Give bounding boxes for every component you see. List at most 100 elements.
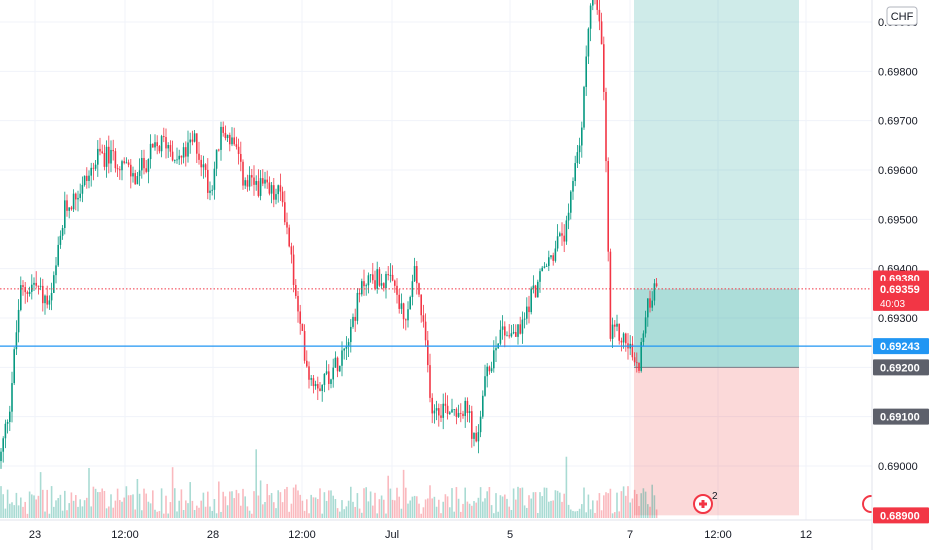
price-axis-label: 0.68900 [873, 507, 929, 524]
currency-label: CHF [891, 11, 914, 23]
candle-body [655, 283, 658, 287]
volume-bar [246, 506, 249, 518]
volume-bar [121, 501, 123, 518]
candle-body [0, 451, 2, 462]
candle-body [187, 142, 189, 157]
candle-body [319, 388, 321, 391]
volume-bar [182, 509, 185, 518]
price-tick-label: 0.69700 [878, 116, 918, 128]
volume-bar [517, 486, 519, 518]
candle-body [515, 332, 517, 337]
candle-body [589, 5, 592, 29]
volume-bar [53, 506, 55, 518]
candle-body [136, 176, 139, 185]
candle-body [259, 178, 262, 196]
price-axis-label: 0.69359 40:03 [873, 280, 929, 311]
volume-bar [394, 500, 396, 518]
svg-text:0.69359: 0.69359 [880, 284, 920, 296]
candle-body [42, 285, 44, 304]
volume-bar [431, 498, 433, 518]
candle-body [411, 281, 414, 298]
volume-bar [532, 492, 535, 518]
candle-body [169, 145, 172, 152]
candle-body [57, 244, 59, 266]
stop-loss-zone[interactable] [634, 367, 799, 516]
volume-bar [174, 488, 176, 518]
volume-bar [411, 496, 414, 518]
candle-body [156, 142, 158, 147]
volume-bar [358, 508, 361, 518]
volume-bar [193, 510, 196, 518]
candle-body [55, 265, 57, 276]
candle-body [75, 193, 77, 200]
volume-bar [288, 511, 290, 518]
volume-bar [427, 498, 429, 518]
volume-bar [341, 500, 343, 518]
candle-body [77, 197, 79, 200]
volume-bar [440, 513, 442, 518]
candle-body [451, 409, 453, 413]
volume-bar [444, 494, 447, 518]
volume-bar [163, 513, 165, 518]
volume-bar [574, 511, 576, 518]
candle-body [356, 292, 359, 321]
candle-body [196, 133, 198, 154]
volume-bar [64, 490, 66, 518]
volume-bar [213, 499, 216, 518]
long-position-tool[interactable] [634, 0, 799, 516]
volume-bar [110, 494, 112, 518]
volume-bar [103, 490, 106, 518]
volume-bar [383, 499, 385, 518]
candlesticks [0, 0, 658, 469]
volume-bar [314, 497, 317, 518]
volume-bar [389, 488, 392, 518]
candle-body [394, 280, 396, 286]
candle-body [92, 167, 95, 169]
volume-bar [306, 499, 308, 518]
candle-body [321, 384, 323, 391]
candle-body [119, 169, 121, 171]
candle-body [598, 9, 601, 22]
price-axis[interactable]: 0.690000.691000.692000.693000.694000.695… [878, 17, 918, 473]
volume-bar [587, 494, 590, 518]
candle-body [226, 134, 229, 139]
time-axis[interactable]: 23 12:00 28 12:00 Jul 5 7 12:00 12 [29, 529, 812, 541]
candle-body [48, 300, 51, 305]
volume-bar [66, 510, 68, 518]
candle-body [565, 220, 568, 242]
candle-body [605, 91, 607, 162]
candle-body [50, 292, 53, 301]
volume-bar [581, 504, 583, 518]
candle-body [482, 395, 484, 417]
currency-badge[interactable]: CHF [886, 6, 918, 26]
candle-body [26, 292, 29, 294]
price-tick-label: 0.69800 [878, 66, 918, 78]
candle-body [501, 326, 504, 330]
candle-body [416, 266, 418, 284]
candle-body [132, 173, 134, 177]
profit-zone[interactable] [634, 0, 799, 289]
candle-body [204, 164, 207, 170]
volume-bar [191, 500, 194, 518]
candle-body [653, 283, 656, 301]
volume-bar [198, 507, 200, 518]
time-tick-label: 28 [207, 529, 219, 541]
volume-bar [39, 472, 42, 518]
active-profit-zone[interactable] [634, 288, 799, 368]
candle-body [246, 180, 249, 187]
candle-body [330, 379, 332, 384]
volume-bars [0, 449, 658, 518]
candle-body [88, 175, 90, 181]
candle-body [266, 179, 268, 183]
volume-bar [330, 490, 332, 518]
candle-body [193, 133, 196, 142]
candle-body [213, 168, 216, 190]
volume-bar [526, 507, 528, 518]
horizontal-lines[interactable] [0, 0, 872, 347]
volume-bar [42, 489, 44, 518]
candle-body [374, 280, 376, 289]
alert-icon[interactable]: 2 [693, 491, 718, 514]
time-tick-label: Jul [385, 529, 399, 541]
candle-body [462, 413, 464, 416]
